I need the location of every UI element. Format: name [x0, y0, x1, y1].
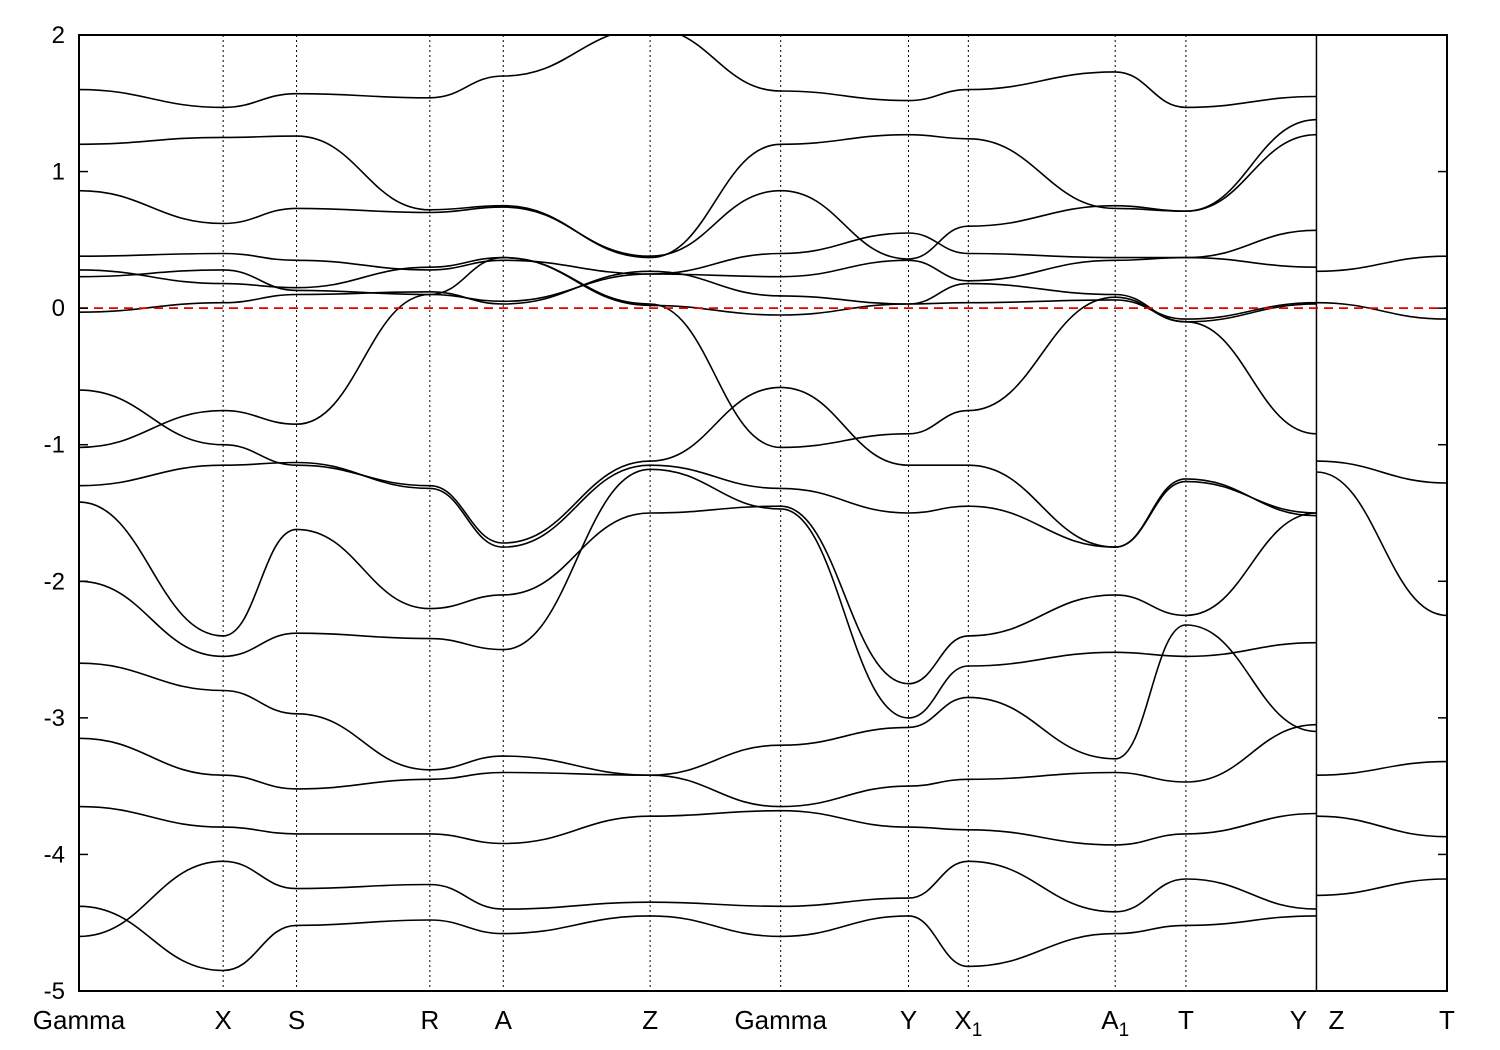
band-line	[79, 133, 1317, 260]
band-line	[79, 805, 1317, 846]
band-line	[79, 501, 1317, 685]
x-tick-label: S	[288, 1005, 305, 1035]
band-line	[79, 468, 1317, 719]
band-line	[79, 256, 1317, 323]
y-tick-label: -4	[44, 841, 65, 868]
x-tick-label: Y	[900, 1005, 917, 1035]
band-line	[79, 118, 1317, 259]
x-tick-label: Gamma	[33, 1005, 126, 1035]
band-line	[79, 256, 1317, 449]
y-tick-label: 1	[52, 159, 65, 186]
y-tick-label: 0	[52, 295, 65, 322]
x-tick-label: Z	[1329, 1005, 1345, 1035]
x-tick-label: X	[214, 1005, 231, 1035]
y-axis-ticks: -5 -4 -3 -2 -1 0 1 2	[44, 22, 1447, 1005]
y-tick-label: -2	[44, 568, 65, 595]
plot-frame	[78, 34, 1448, 992]
x-tick-label: Gamma	[734, 1005, 827, 1035]
band-line	[1316, 878, 1447, 897]
x-tick-label: Y	[1290, 1005, 1307, 1035]
band-line	[79, 905, 1317, 972]
y-tick-label: 2	[52, 22, 65, 49]
y-tick-label: -1	[44, 432, 65, 459]
band-line	[1316, 815, 1447, 838]
band-line	[1316, 301, 1447, 320]
band-line	[79, 624, 1317, 777]
band-line	[1316, 760, 1447, 776]
band-line	[79, 860, 1317, 938]
y-tick-label: -3	[44, 705, 65, 732]
band-line	[79, 256, 1317, 303]
band-line	[79, 386, 1317, 548]
x-tick-label: A	[495, 1005, 513, 1035]
band-line	[79, 229, 1317, 275]
band-line	[79, 35, 1317, 109]
high-symmetry-gridlines	[222, 35, 1318, 991]
x-axis-tick-labels: Gamma X S R A Z Gamma Y X1 A1 T Y Z T	[33, 1005, 1455, 1041]
band-line	[79, 461, 1317, 548]
band-series-group	[79, 35, 1447, 972]
x-tick-label: T	[1178, 1005, 1194, 1035]
band-line	[1316, 471, 1447, 617]
y-tick-label: -5	[44, 978, 65, 1005]
band-line	[79, 270, 1317, 320]
band-line	[79, 723, 1317, 808]
band-line	[1316, 460, 1447, 484]
x-tick-label: R	[420, 1005, 439, 1035]
x-tick-label: T	[1439, 1005, 1455, 1035]
x-tick-label: A1	[1101, 1005, 1129, 1041]
x-tick-label: X1	[954, 1005, 982, 1041]
x-tick-label: Z	[642, 1005, 658, 1035]
band-line	[1316, 255, 1447, 273]
